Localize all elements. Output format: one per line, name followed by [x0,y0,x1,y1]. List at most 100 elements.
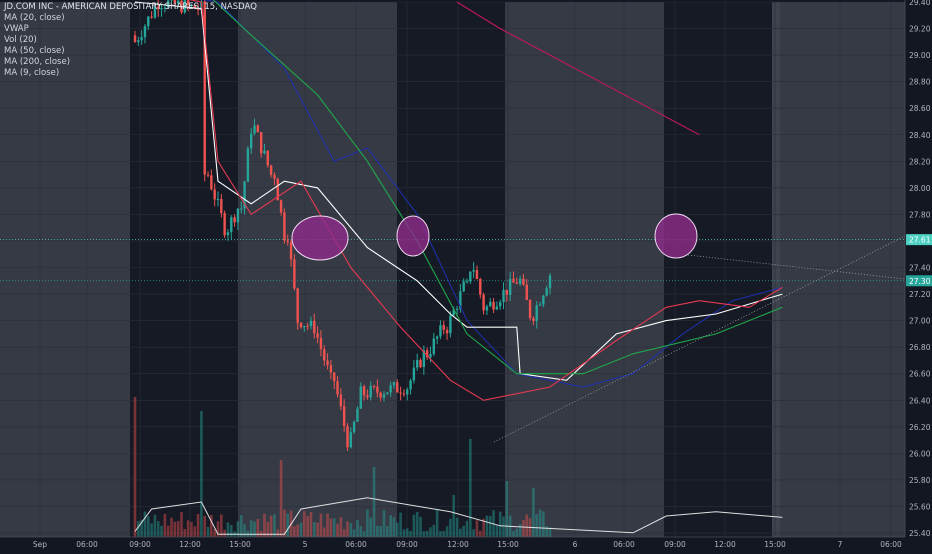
y-tick-label-18: 25.80 [909,476,931,485]
volume-bar [389,515,392,537]
volume-bar [227,522,230,537]
price-label-1: 27.30 [909,277,931,286]
volume-bar [433,525,436,537]
candle-body [313,321,315,334]
candle-body [273,175,275,179]
volume-bar [542,511,545,537]
candle-body [213,189,215,199]
volume-bar [296,525,299,537]
volume-bar [200,411,203,537]
x-tick-label-15: 7 [838,540,843,549]
candle-body [399,393,401,394]
candle-body [536,305,538,321]
candle-body [522,279,524,285]
extended-hours-band-2 [664,2,772,537]
candle-body [489,302,491,306]
candle-body [409,380,411,389]
x-tick-label-0: Sep [33,540,47,549]
candle-body [479,279,481,295]
volume-bar [330,519,333,537]
volume-bar [316,523,319,537]
candle-body [353,422,355,432]
volume-bar [383,510,386,537]
volume-bar [187,520,190,537]
candle-body [393,382,395,385]
volume-bar [276,530,279,537]
candle-body [446,330,448,333]
candle-body [469,272,471,282]
candle-body [363,386,365,395]
volume-bar [333,518,336,537]
candle-body [360,386,362,408]
volume-bar [446,526,449,537]
volume-bar [502,516,505,537]
volume-bar [449,519,452,537]
candle-body [466,281,468,282]
volume-bar [486,516,489,537]
candle-body [263,151,265,154]
volume-bar [366,509,369,537]
y-tick-label-8: 27.80 [909,210,931,219]
y-tick-label-11: 27.20 [909,290,931,299]
candle-body [376,387,378,393]
annotation-circle-1 [397,216,429,256]
x-tick-label-7: 09:00 [396,540,418,549]
candle-body [306,326,308,327]
candle [283,209,285,244]
x-tick-label-13: 12:00 [714,540,736,549]
volume-bar [326,514,329,537]
volume-bar [144,511,147,537]
candle-body [472,270,474,272]
volume-bar [313,522,316,537]
volume-bar [303,511,306,537]
legend-ma50: MA (50, close) [4,46,257,57]
candle-body [462,282,464,292]
candle-body [519,279,521,284]
volume-bar [263,514,266,537]
x-tick-label-5: 5 [303,540,308,549]
volume-bar [516,528,519,537]
candle-body [396,382,398,392]
candle-body [456,309,458,310]
volume-bar [267,522,270,537]
x-tick-label-3: 12:00 [179,540,201,549]
volume-bar [399,513,402,537]
y-tick-label-10: 27.40 [909,264,931,273]
volume-bar [134,397,137,537]
volume-bar [160,526,163,537]
candle-body [545,288,547,295]
volume-bar [379,526,382,537]
y-tick-label-0: 29.40 [909,0,931,7]
candle-body [233,217,235,222]
volume-bar [147,516,150,537]
candle-body [333,373,335,382]
y-tick-label-17: 26.00 [909,449,931,458]
candle-body [247,148,249,181]
volume-bar [506,481,509,537]
candle-body [356,409,358,422]
candle-body [310,321,312,326]
volume-bar [323,528,326,537]
candle-body [419,360,421,367]
volume-bar [340,517,343,537]
candle-body [227,232,229,235]
volume-bar [210,515,213,537]
volume-bar [369,517,372,537]
candle-body [330,365,332,372]
candle-body [449,315,451,333]
candle-body [350,432,352,447]
volume-bar [426,531,429,537]
x-tick-label-6: 06:00 [345,540,367,549]
candle-body [217,199,219,200]
volume-bar [273,514,276,537]
candle-body [303,326,305,327]
volume-bar [489,516,492,537]
candle-body [512,279,514,283]
candle-body [223,213,225,235]
volume-bar [363,531,366,537]
y-tick-label-13: 26.80 [909,343,931,352]
candle [267,150,269,167]
candle-body [486,306,488,310]
annotation-circle-0 [292,216,348,260]
